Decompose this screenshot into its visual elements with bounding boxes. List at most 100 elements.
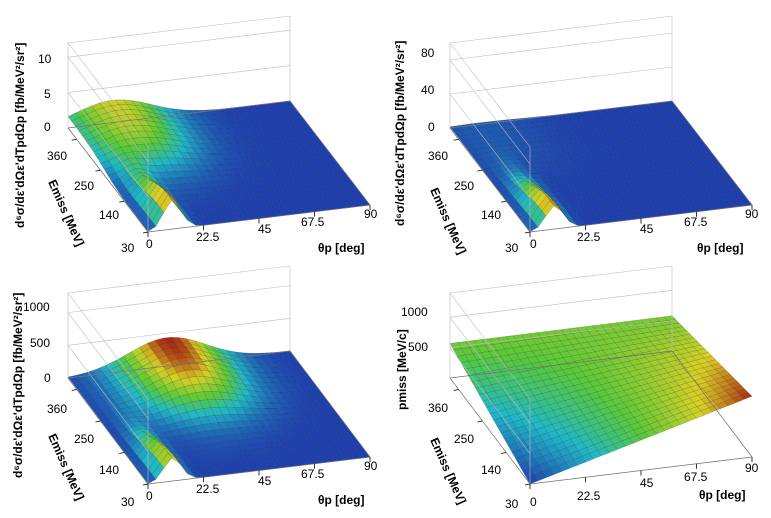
y-tick-mark bbox=[453, 138, 459, 141]
y-tick-2: 250 bbox=[74, 179, 94, 193]
grid-line bbox=[449, 289, 673, 318]
y-tick-1: 140 bbox=[99, 463, 119, 477]
axes-box bbox=[449, 265, 753, 489]
surface-mesh bbox=[67, 99, 371, 232]
axis-line bbox=[449, 100, 673, 129]
x-tick-1: 22.5 bbox=[577, 230, 601, 244]
grid-line bbox=[67, 29, 291, 58]
axes-box bbox=[67, 15, 371, 237]
grid-line bbox=[449, 265, 673, 294]
x-tick-2: 45 bbox=[258, 222, 272, 236]
x-tick-3: 67.5 bbox=[301, 467, 325, 481]
x-tick-2: 45 bbox=[640, 222, 654, 236]
grid-line bbox=[67, 345, 149, 452]
surface-mesh bbox=[449, 315, 753, 485]
x-tick-0: 0 bbox=[146, 489, 153, 503]
y-tick-mark bbox=[477, 420, 483, 423]
y-tick-3: 360 bbox=[47, 149, 67, 163]
y-tick-mark bbox=[501, 200, 507, 203]
surface-cell bbox=[740, 392, 753, 400]
x-tick-1: 22.5 bbox=[196, 230, 220, 244]
z-tick-1: 500 bbox=[30, 336, 50, 350]
x-tick-3: 67.5 bbox=[301, 215, 325, 229]
x-tick-4: 90 bbox=[364, 207, 378, 221]
y-tick-3: 360 bbox=[428, 149, 448, 163]
axis-line bbox=[289, 350, 371, 458]
x-tick-3: 67.5 bbox=[684, 470, 708, 484]
x-axis-label: θp [deg] bbox=[318, 241, 364, 255]
y-tick-mark bbox=[501, 452, 507, 454]
x-tick-1: 22.5 bbox=[196, 482, 220, 496]
axes-box bbox=[449, 15, 753, 237]
panel-top-right: 0 22.5 45 67.5 90 30 140 250 360 0 40 80… bbox=[393, 15, 759, 257]
x-axis-label: θp [deg] bbox=[318, 493, 364, 507]
y-tick-1: 140 bbox=[99, 208, 119, 222]
grid-line bbox=[67, 318, 291, 346]
x-axis-label: θp [deg] bbox=[699, 488, 745, 502]
y-tick-2: 250 bbox=[454, 179, 474, 193]
x-tick-4: 90 bbox=[745, 207, 759, 221]
grid-line bbox=[67, 92, 149, 197]
z-tick-1: 5 bbox=[44, 87, 51, 101]
x-tick-0: 0 bbox=[530, 495, 537, 509]
axis-line bbox=[67, 350, 291, 379]
x-tick-0: 0 bbox=[146, 237, 153, 251]
y-tick-mark bbox=[119, 452, 125, 454]
y-tick-mark bbox=[142, 483, 149, 486]
grid-line bbox=[449, 66, 673, 95]
panel-bottom-left: 0 22.5 45 67.5 90 30 140 250 360 0 500 1… bbox=[11, 265, 378, 509]
x-axis-label: θp [deg] bbox=[697, 241, 743, 255]
x-tick-1: 22.5 bbox=[577, 489, 601, 503]
y-tick-0: 30 bbox=[505, 497, 519, 511]
grid-line bbox=[449, 42, 531, 148]
x-tick-2: 45 bbox=[640, 476, 654, 490]
grid-line bbox=[449, 317, 531, 424]
z-tick-0: 500 bbox=[408, 340, 428, 354]
x-tick-4: 90 bbox=[364, 459, 378, 473]
axis-line bbox=[67, 127, 149, 233]
y-tick-3: 360 bbox=[47, 402, 67, 416]
axis-line bbox=[67, 100, 291, 129]
z-axis-label: d⁶σ/dε'dΩε'dTpdΩp [fb/MeV²/sr²] bbox=[393, 41, 407, 226]
grid-line bbox=[67, 15, 291, 44]
axes-box bbox=[67, 265, 371, 489]
z-tick-2: 80 bbox=[421, 46, 435, 60]
panel-top-left: 0 22.5 45 67.5 90 30 140 250 360 0 5 10 … bbox=[13, 15, 378, 255]
y-tick-mark bbox=[71, 138, 77, 141]
y-tick-2: 250 bbox=[454, 432, 474, 446]
z-tick-1: 1000 bbox=[401, 305, 428, 319]
y-tick-mark bbox=[477, 169, 483, 172]
grid-line bbox=[449, 292, 531, 400]
y-axis-label: Emiss [MeV] bbox=[427, 186, 469, 257]
z-tick-0: 0 bbox=[44, 371, 51, 385]
grid-line bbox=[67, 65, 291, 93]
x-tick-3: 67.5 bbox=[684, 215, 708, 229]
grid-line bbox=[67, 56, 149, 162]
axis-line bbox=[67, 377, 149, 485]
grid-line bbox=[67, 285, 291, 313]
y-tick-0: 30 bbox=[505, 241, 519, 255]
grid-line bbox=[449, 93, 531, 199]
y-tick-mark bbox=[524, 483, 531, 486]
grid-line bbox=[67, 42, 149, 148]
x-tick-4: 90 bbox=[745, 461, 759, 475]
axis-line bbox=[449, 127, 531, 233]
y-tick-mark bbox=[71, 389, 77, 391]
panel-bottom-right: 0 22.5 45 67.5 90 30 140 250 360 500 100… bbox=[395, 265, 759, 511]
axis-line bbox=[671, 100, 753, 206]
y-tick-mark bbox=[95, 420, 101, 423]
y-axis-label: Emiss [MeV] bbox=[427, 436, 469, 507]
y-tick-1: 140 bbox=[481, 463, 501, 477]
y-tick-mark bbox=[119, 200, 125, 203]
y-tick-mark bbox=[142, 231, 149, 234]
z-tick-2: 1000 bbox=[23, 300, 50, 314]
grid-line bbox=[67, 292, 149, 400]
axis-line bbox=[289, 100, 371, 206]
y-tick-mark bbox=[95, 169, 101, 172]
z-tick-2: 10 bbox=[38, 52, 52, 66]
y-tick-0: 30 bbox=[121, 241, 135, 255]
grid-line bbox=[67, 312, 149, 419]
z-axis-label: d⁶σ/dε'dΩε'dTpdΩp [fb/MeV²/sr²] bbox=[11, 293, 25, 478]
z-tick-0: 0 bbox=[428, 120, 435, 134]
